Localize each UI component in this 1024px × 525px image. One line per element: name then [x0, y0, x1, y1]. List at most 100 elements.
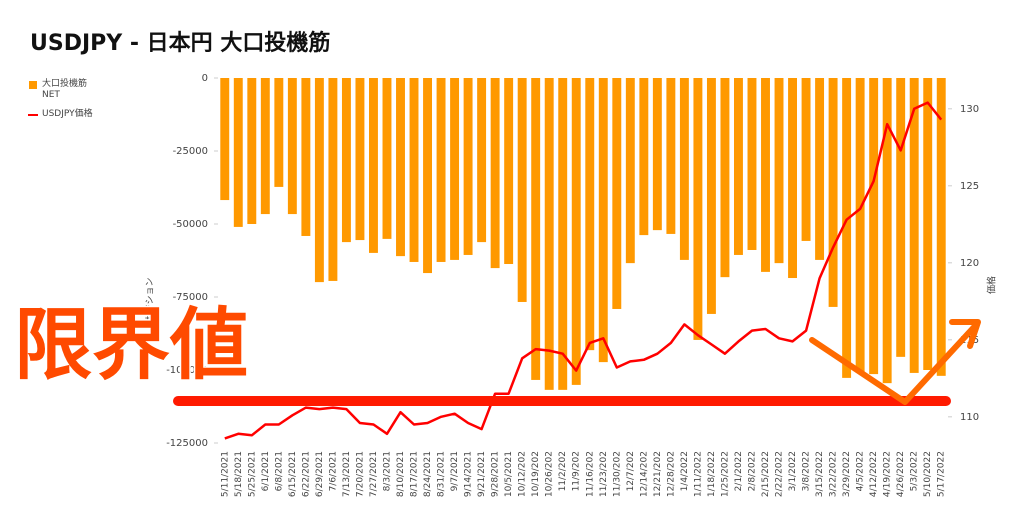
bar [409, 78, 419, 262]
bar [828, 78, 838, 307]
x-tick-label: 5/18/2021 [234, 451, 244, 497]
x-tick-label: 6/29/2021 [315, 451, 325, 497]
x-tick-label: 6/1/2021 [261, 451, 271, 491]
x-tick-label: 3/22/2022 [829, 451, 839, 497]
bar [220, 78, 230, 201]
bar [355, 78, 365, 241]
price-line [224, 101, 943, 440]
bar [909, 78, 919, 373]
bar [936, 78, 946, 376]
bar [720, 78, 730, 278]
legend-swatch [28, 114, 38, 116]
x-tick-label: 10/12/202 [518, 451, 528, 497]
x-tick-label: 12/28/202 [666, 451, 676, 497]
bar [260, 78, 270, 215]
bar [774, 78, 784, 264]
x-tick-label: 5/25/2021 [247, 451, 257, 497]
x-tick-label: 11/23/202 [599, 451, 609, 497]
bar [585, 78, 595, 351]
bar [571, 78, 581, 385]
x-tick-label: 7/13/2021 [342, 451, 352, 497]
x-tick-label: 5/3/2022 [910, 451, 920, 491]
bar [517, 78, 527, 302]
bar [504, 78, 514, 265]
x-tick-label: 10/26/202 [545, 451, 555, 497]
legend-swatch [29, 81, 37, 89]
x-tick-label: 10/19/202 [531, 451, 541, 497]
x-tick-label: 2/15/2022 [761, 451, 771, 497]
bar [788, 78, 797, 279]
bar [328, 78, 338, 281]
y2-tick-label: 120 [960, 258, 979, 269]
y-tick-label: -100000 [166, 365, 208, 376]
arrow [809, 323, 978, 405]
bar [855, 78, 865, 373]
x-tick-label: 1/4/2022 [680, 451, 690, 491]
arrow-head [949, 319, 981, 349]
x-tick-label: 12/21/202 [653, 451, 663, 497]
x-tick-label: 4/19/2022 [883, 451, 893, 497]
x-tick-label: 8/31/2021 [437, 451, 447, 497]
bar [396, 78, 405, 257]
bar [639, 78, 649, 236]
x-tick-label: 4/12/2022 [869, 451, 879, 497]
bar [287, 78, 297, 215]
x-tick-label: 11/30/202 [612, 451, 622, 497]
bar [247, 78, 257, 224]
bar [233, 78, 243, 227]
bar [896, 78, 906, 357]
y2-axis-title: 価格 [986, 276, 998, 294]
y-tick-label: -25000 [173, 146, 208, 157]
x-tick-label: 8/24/2021 [423, 451, 433, 497]
x-tick-label: 9/14/2021 [464, 451, 474, 497]
x-tick-label: 5/11/2021 [220, 451, 230, 497]
bar [490, 78, 500, 269]
x-tick-label: 5/17/2022 [937, 451, 947, 497]
x-tick-label: 8/3/2021 [382, 451, 392, 491]
x-tick-label: 6/8/2021 [274, 451, 284, 491]
y2-tick-label: 110 [960, 412, 979, 423]
x-tick-label: 8/17/2021 [410, 451, 420, 497]
bar [436, 78, 446, 262]
x-tick-label: 3/8/2022 [802, 451, 812, 491]
bar [747, 78, 757, 250]
x-tick-label: 6/15/2021 [288, 451, 298, 497]
bar [477, 78, 487, 243]
bar [815, 78, 825, 260]
bar [842, 78, 852, 378]
bar [801, 78, 811, 241]
y-tick-label: -50000 [173, 219, 208, 230]
legend-label: 大口投機筋 NET [42, 79, 88, 100]
bar [544, 78, 554, 390]
bar [423, 78, 432, 274]
bar [869, 78, 879, 375]
x-tick-label: 8/10/2021 [396, 451, 406, 497]
bar [666, 78, 676, 234]
x-tick-label: 4/5/2022 [856, 451, 866, 491]
y-tick-label: -125000 [166, 438, 208, 449]
bar [693, 78, 703, 340]
y-tick-label: 0 [202, 73, 208, 84]
x-tick-label: 4/26/2022 [896, 451, 906, 497]
annotation: 限界値 [14, 300, 248, 390]
y-axis-title: ポジション [145, 277, 156, 322]
y2-tick-label: 130 [960, 104, 979, 115]
bar [301, 78, 311, 236]
bar [382, 78, 392, 239]
bar [923, 78, 933, 370]
bar [734, 78, 743, 255]
x-tick-label: 7/6/2021 [328, 451, 338, 491]
bar [625, 78, 635, 264]
x-tick-label: 1/25/2022 [720, 451, 730, 497]
bar [882, 78, 892, 384]
bar [274, 78, 284, 187]
bar [761, 78, 770, 272]
bar [314, 78, 324, 283]
x-tick-label: 9/7/2021 [450, 451, 460, 491]
bar [706, 78, 716, 314]
x-tick-label: 10/5/2021 [504, 451, 514, 497]
overlay: 限界値 [13, 299, 981, 406]
bar [652, 78, 662, 231]
